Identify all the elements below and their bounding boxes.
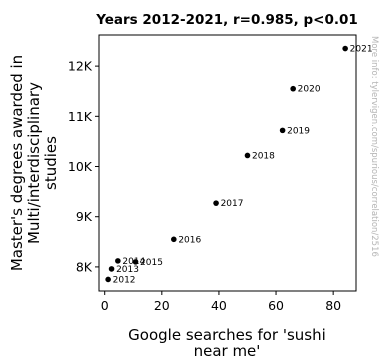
y-axis: 8K 9K 10K 11K 12K — [68, 59, 99, 274]
x-axis-label-line-2: near me' — [194, 342, 261, 358]
data-point — [105, 276, 111, 283]
data-point — [132, 259, 139, 265]
x-tick-label: 60 — [268, 298, 284, 313]
y-axis-label-line-3: studies — [42, 136, 60, 190]
y-tick-label: 8K — [76, 259, 93, 274]
x-tick-label: 20 — [154, 298, 170, 313]
data-label: 2018 — [252, 151, 275, 161]
y-tick-label: 10K — [68, 159, 93, 174]
data-point — [108, 266, 115, 272]
data-point — [171, 236, 177, 243]
x-tick-label: 80 — [325, 298, 341, 313]
data-label: 2013 — [116, 265, 139, 275]
data-point — [290, 85, 296, 92]
y-tick-label: 12K — [68, 59, 93, 74]
y-tick-label: 9K — [76, 209, 93, 224]
watermark: More info: tylervigen.com/spurious/corre… — [369, 36, 379, 257]
chart-title: Years 2012-2021, r=0.985, p<0.01 — [95, 12, 358, 28]
data-points: 2012201320142015201620172018201920202021 — [105, 45, 373, 285]
x-axis-label-line-1: Google searches for 'sushi — [128, 326, 326, 344]
x-axis: 0 20 40 60 80 — [101, 291, 341, 313]
data-point — [279, 127, 286, 134]
data-point — [213, 200, 219, 206]
x-tick-label: 0 — [101, 298, 109, 313]
y-axis-label: Master's degrees awarded in Multi/interd… — [8, 55, 60, 271]
data-label: 2021 — [350, 45, 373, 55]
data-label: 2015 — [140, 258, 163, 268]
y-tick-label: 11K — [68, 109, 93, 124]
data-label: 2012 — [113, 275, 136, 285]
data-point — [244, 152, 251, 159]
x-tick-label: 40 — [211, 298, 227, 313]
data-label: 2019 — [287, 126, 310, 136]
y-axis-label-line-2: Multi/interdisciplinary — [25, 82, 43, 244]
data-label: 2020 — [298, 85, 321, 95]
data-point — [115, 258, 121, 264]
y-axis-label-line-1: Master's degrees awarded in — [8, 55, 26, 271]
data-label: 2017 — [221, 199, 244, 209]
data-point — [342, 45, 348, 52]
data-label: 2016 — [178, 235, 201, 245]
plot-frame — [98, 34, 357, 292]
